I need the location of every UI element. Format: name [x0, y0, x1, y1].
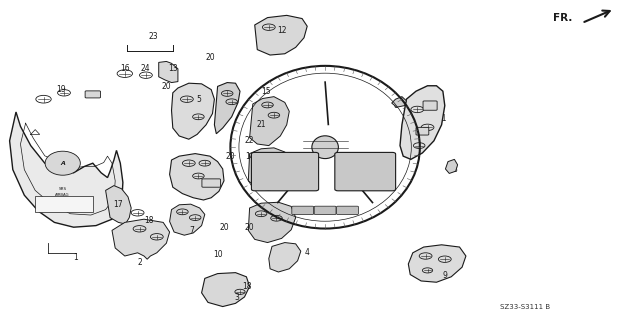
Text: 14: 14 — [244, 152, 255, 161]
Text: 18: 18 — [243, 282, 252, 291]
Text: 12: 12 — [277, 26, 286, 35]
Text: 20: 20 — [270, 152, 280, 161]
Text: 18: 18 — [145, 216, 154, 225]
Text: 23: 23 — [148, 32, 159, 41]
Polygon shape — [202, 273, 250, 307]
Text: SRS: SRS — [59, 187, 67, 191]
Polygon shape — [269, 243, 301, 272]
Polygon shape — [159, 61, 178, 83]
Polygon shape — [408, 245, 466, 282]
Text: 20: 20 — [225, 152, 236, 161]
Polygon shape — [170, 154, 224, 200]
Text: 7: 7 — [189, 226, 195, 235]
FancyBboxPatch shape — [335, 152, 396, 191]
Text: 20: 20 — [205, 53, 215, 62]
Polygon shape — [250, 97, 289, 146]
FancyBboxPatch shape — [35, 196, 93, 212]
Text: 24: 24 — [140, 64, 150, 73]
Text: 9: 9 — [442, 271, 447, 280]
Text: 20: 20 — [161, 82, 172, 91]
Text: 2: 2 — [137, 258, 142, 267]
Polygon shape — [170, 204, 205, 235]
Text: 20: 20 — [244, 223, 255, 232]
Text: 4: 4 — [305, 248, 310, 257]
Text: 3: 3 — [234, 293, 239, 302]
Text: 1: 1 — [73, 253, 78, 262]
Text: 8: 8 — [452, 165, 457, 174]
Text: 19: 19 — [56, 85, 66, 94]
Text: FR.: FR. — [554, 12, 573, 23]
Text: 6: 6 — [301, 173, 307, 182]
Polygon shape — [392, 97, 406, 107]
Text: A: A — [60, 161, 65, 166]
Text: 17: 17 — [113, 200, 124, 209]
FancyBboxPatch shape — [202, 179, 220, 187]
Text: 11: 11 — [437, 114, 446, 123]
Text: 21: 21 — [257, 120, 266, 129]
Ellipse shape — [312, 136, 339, 159]
Polygon shape — [248, 148, 291, 190]
Text: 8: 8 — [393, 101, 398, 110]
FancyBboxPatch shape — [85, 91, 100, 98]
Polygon shape — [255, 15, 307, 55]
Text: 16: 16 — [120, 64, 130, 73]
Polygon shape — [112, 219, 170, 259]
Polygon shape — [214, 83, 240, 134]
Text: 13: 13 — [168, 64, 178, 73]
Text: AIRBAG: AIRBAG — [56, 193, 70, 196]
Polygon shape — [106, 186, 131, 224]
Polygon shape — [10, 112, 123, 227]
Text: 10: 10 — [212, 250, 223, 259]
FancyBboxPatch shape — [252, 152, 319, 191]
Text: SZ33-S3111 B: SZ33-S3111 B — [500, 304, 550, 310]
FancyBboxPatch shape — [416, 127, 429, 135]
Text: 20: 20 — [219, 223, 229, 232]
Polygon shape — [400, 86, 445, 159]
FancyBboxPatch shape — [314, 206, 336, 214]
Polygon shape — [172, 83, 214, 139]
FancyBboxPatch shape — [292, 206, 314, 214]
Ellipse shape — [45, 151, 81, 175]
Polygon shape — [445, 159, 458, 173]
Polygon shape — [248, 202, 296, 243]
Text: 5: 5 — [196, 95, 201, 104]
Text: 22: 22 — [245, 136, 254, 145]
FancyBboxPatch shape — [423, 101, 437, 110]
FancyBboxPatch shape — [337, 206, 358, 214]
Text: 15: 15 — [260, 87, 271, 96]
